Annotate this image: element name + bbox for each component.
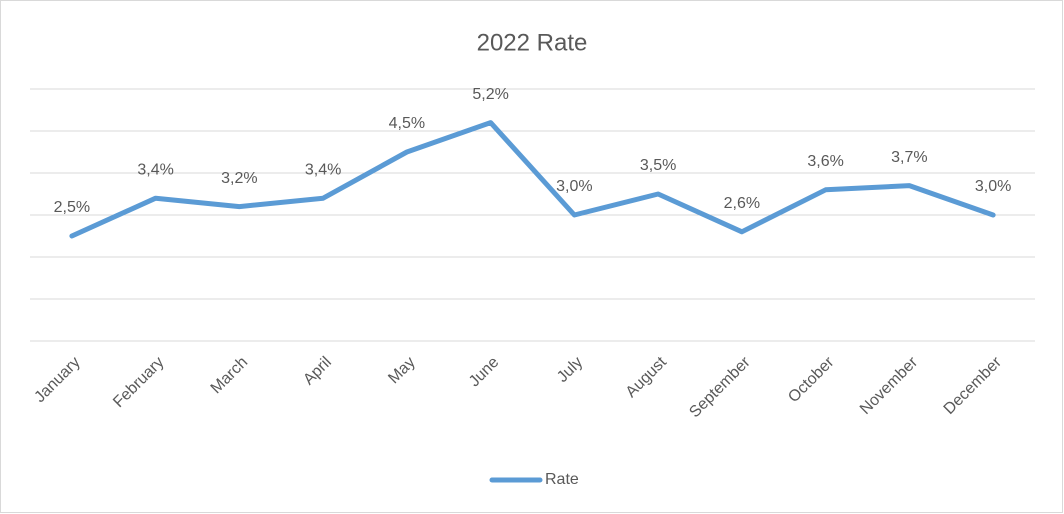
- data-label: 3,5%: [640, 157, 676, 174]
- legend-label: Rate: [545, 471, 579, 488]
- data-label: 5,2%: [472, 86, 508, 103]
- data-label: 3,4%: [305, 161, 341, 178]
- data-label: 3,0%: [556, 178, 592, 195]
- chart-title: 2022 Rate: [477, 29, 588, 56]
- data-label: 2,6%: [724, 195, 760, 212]
- data-label: 3,0%: [975, 178, 1011, 195]
- data-label: 3,6%: [807, 153, 843, 170]
- line: [69, 120, 996, 239]
- data-label: 4,5%: [389, 115, 425, 132]
- data-label: 3,7%: [891, 149, 927, 166]
- data-label: 3,2%: [221, 170, 257, 187]
- data-label: 2,5%: [54, 199, 90, 216]
- data-label: 3,4%: [137, 161, 173, 178]
